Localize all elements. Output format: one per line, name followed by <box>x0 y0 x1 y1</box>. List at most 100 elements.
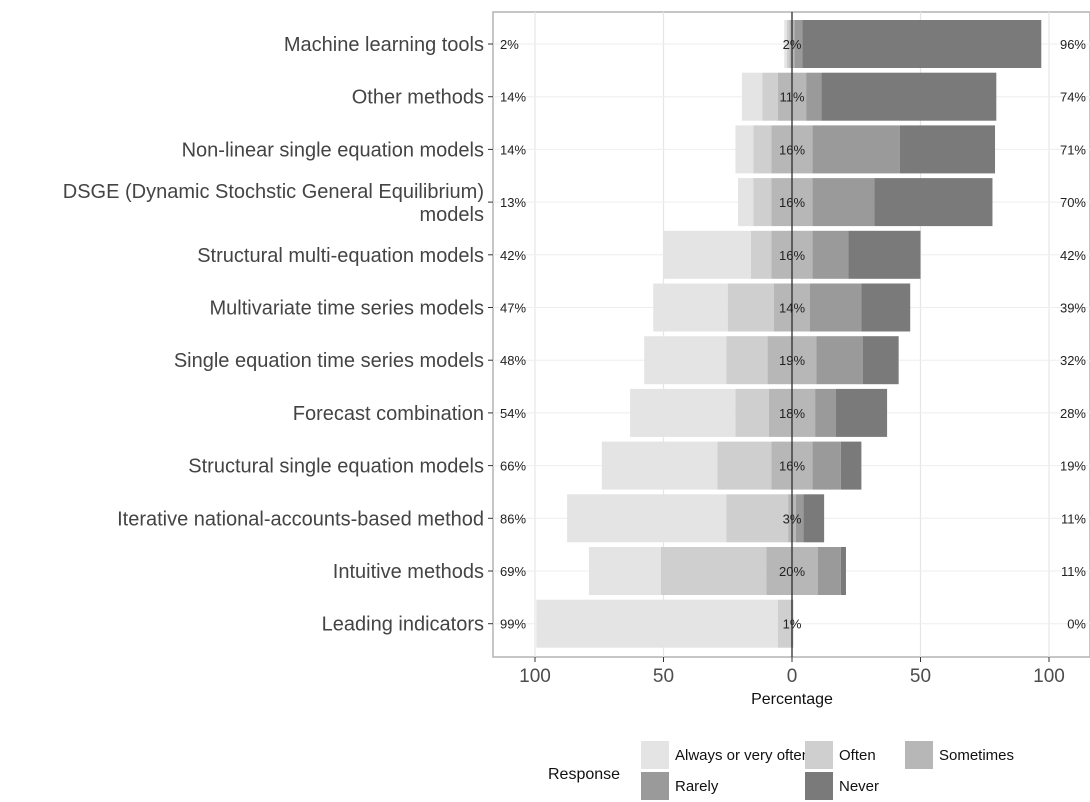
bar-segment <box>812 441 841 490</box>
bar-segment <box>536 599 778 648</box>
center-percent-label: 2% <box>783 37 802 52</box>
right-percent-label: 70% <box>1060 195 1086 210</box>
legend-swatch <box>905 741 933 769</box>
category-label: DSGE (Dynamic Stochstic General Equilibr… <box>63 181 484 226</box>
bar-segment <box>803 494 825 543</box>
bar-segment <box>848 230 921 279</box>
legend-swatch <box>805 772 833 800</box>
center-percent-label: 16% <box>779 459 805 474</box>
left-percent-label: 42% <box>500 248 526 263</box>
left-percent-label: 14% <box>500 90 526 105</box>
bar-segment <box>840 441 862 490</box>
legend-swatch <box>805 741 833 769</box>
x-ticks: 100 50 0 50 100 <box>519 657 1065 687</box>
legend-label: Sometimes <box>939 747 1014 764</box>
left-percent-label: 13% <box>500 195 526 210</box>
x-tick-label: 0 <box>787 666 798 687</box>
bar-segment <box>630 388 736 437</box>
bar-segment <box>567 494 727 543</box>
right-percent-label: 74% <box>1060 90 1086 105</box>
bar-segment <box>735 388 769 437</box>
center-percent-label: 14% <box>779 301 805 316</box>
right-percent-label: 11% <box>1061 564 1086 579</box>
bar-segment <box>809 283 862 332</box>
center-percent-label: 20% <box>779 564 805 579</box>
category-label: Forecast combination <box>293 403 484 425</box>
category-labels: Machine learning tools Other methods Non-l… <box>63 34 493 636</box>
right-percent-label: 71% <box>1060 142 1086 157</box>
bar-segment <box>588 547 661 595</box>
bar-segment <box>862 336 899 385</box>
right-percent-label: 28% <box>1060 406 1086 421</box>
bar-segment <box>786 20 790 68</box>
left-percent-label: 54% <box>500 406 526 421</box>
category-label: Structural single equation models <box>188 456 484 478</box>
bar-segment <box>741 72 763 121</box>
bar-segment <box>840 547 846 595</box>
bar-segment <box>784 20 787 68</box>
bar-segment <box>821 72 997 121</box>
bar-segment <box>663 230 751 279</box>
center-percent-label: 1% <box>783 617 802 632</box>
center-percent-label: 16% <box>779 248 805 263</box>
right-percent-label: 19% <box>1060 459 1086 474</box>
category-label: Structural multi-equation models <box>197 245 484 267</box>
bar-segment <box>816 336 863 385</box>
right-percent-label: 42% <box>1060 248 1086 263</box>
right-percent-label: 11% <box>1061 511 1086 526</box>
bar-segment <box>817 547 841 595</box>
left-percent-label: 14% <box>500 142 526 157</box>
bar-segment <box>735 125 754 174</box>
bar-segment <box>812 178 875 227</box>
bar-segment <box>601 441 718 490</box>
left-percent-label: 66% <box>500 459 526 474</box>
legend-label: Rarely <box>675 778 719 795</box>
legend-swatch <box>641 772 669 800</box>
bar-segment <box>777 599 791 648</box>
bar-segment <box>812 230 849 279</box>
category-label: Single equation time series models <box>174 350 484 372</box>
category-label: Leading indicators <box>322 614 484 636</box>
bar-segment <box>753 125 772 174</box>
bar-segment <box>899 125 996 174</box>
bar-segment <box>750 230 772 279</box>
bar-segment <box>806 72 822 121</box>
x-tick-label: 50 <box>910 666 931 687</box>
bar-segment <box>717 441 772 490</box>
legend-title: Response <box>548 766 620 783</box>
category-label: Intuitive methods <box>333 561 484 583</box>
center-percent-label: 18% <box>779 406 805 421</box>
bar-segment <box>835 388 888 437</box>
category-label: Non-linear single equation models <box>182 139 484 161</box>
bar-segment <box>861 283 911 332</box>
bar-segment <box>795 494 804 543</box>
bar-segment <box>753 178 772 227</box>
bar-segment <box>727 283 775 332</box>
right-percent-label: 39% <box>1060 301 1086 316</box>
x-tick-label: 100 <box>1033 666 1065 687</box>
bar-segment <box>815 388 836 437</box>
center-percent-label: 11% <box>779 90 804 105</box>
bar-segment <box>812 125 900 174</box>
center-percent-label: 3% <box>783 511 802 526</box>
center-percent-label: 19% <box>779 353 805 368</box>
bar-segment <box>726 494 789 543</box>
left-percent-label: 99% <box>500 617 526 632</box>
left-percent-label: 48% <box>500 353 526 368</box>
legend-label: Always or very often <box>675 747 810 764</box>
x-axis-title: Percentage <box>751 691 833 708</box>
bar-segment <box>653 283 728 332</box>
right-percent-label: 96% <box>1060 37 1086 52</box>
bar-segment <box>644 336 727 385</box>
category-label: Iterative national-accounts-based method <box>117 508 484 530</box>
center-percent-label: 16% <box>779 195 805 210</box>
percentage-labels: 2% 2% 96% 14% 11% 74% 14% 16% 71% 13% 16% 70% 42% 16%… <box>500 37 1086 632</box>
category-label: Multivariate time series models <box>209 298 484 320</box>
legend-label: Never <box>839 778 879 795</box>
left-percent-label: 69% <box>500 564 526 579</box>
bar-segment <box>794 20 803 68</box>
x-tick-label: 100 <box>519 666 551 687</box>
bar-segment <box>738 178 754 227</box>
bars <box>536 20 1042 648</box>
